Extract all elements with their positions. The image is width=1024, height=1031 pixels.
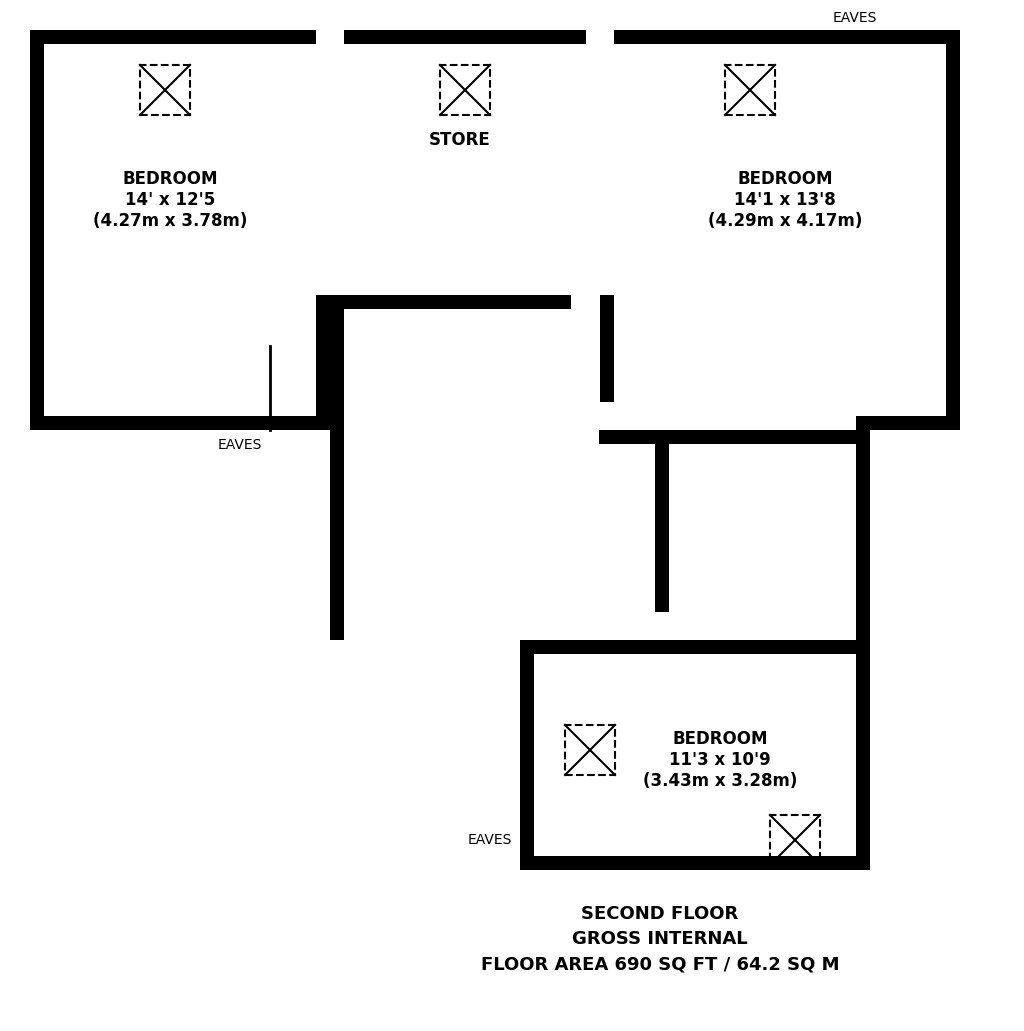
Text: BEDROOM
14'1 x 13'8
(4.29m x 4.17m): BEDROOM 14'1 x 13'8 (4.29m x 4.17m) [708, 170, 862, 230]
Bar [565, 725, 615, 775]
Bar [571, 295, 599, 640]
Text: EAVES: EAVES [833, 11, 878, 25]
Bar [599, 444, 856, 626]
Text: SECOND FLOOR: SECOND FLOOR [582, 905, 738, 923]
Bar [534, 654, 856, 856]
Bar [599, 402, 856, 430]
Bar [30, 30, 330, 430]
Bar [140, 65, 190, 115]
Text: STORE: STORE [429, 131, 490, 149]
Text: GROSS INTERNAL: GROSS INTERNAL [572, 930, 748, 947]
Bar [344, 44, 586, 281]
Bar [44, 44, 316, 415]
Bar [330, 295, 585, 640]
Bar [770, 814, 820, 865]
Bar [344, 267, 586, 295]
Text: BEDROOM
14' x 12'5
(4.27m x 3.78m): BEDROOM 14' x 12'5 (4.27m x 3.78m) [93, 170, 247, 230]
Text: FLOOR AREA 690 SQ FT / 64.2 SQ M: FLOOR AREA 690 SQ FT / 64.2 SQ M [480, 955, 840, 973]
Bar [316, 30, 344, 295]
Bar [520, 640, 870, 870]
Polygon shape [900, 370, 961, 430]
Bar [655, 440, 669, 640]
Text: BEDROOM
11'3 x 10'9
(3.43m x 3.28m): BEDROOM 11'3 x 10'9 (3.43m x 3.28m) [643, 730, 798, 790]
Polygon shape [30, 370, 90, 430]
Bar [344, 309, 571, 626]
Bar [330, 30, 600, 295]
Bar [600, 30, 961, 430]
Bar [440, 65, 490, 115]
Bar [586, 30, 614, 295]
Text: EAVES: EAVES [218, 438, 262, 452]
Bar [534, 612, 856, 640]
Bar [614, 44, 946, 415]
Bar [725, 65, 775, 115]
Text: EAVES: EAVES [468, 833, 512, 847]
Bar [585, 430, 870, 640]
Bar [344, 612, 571, 640]
